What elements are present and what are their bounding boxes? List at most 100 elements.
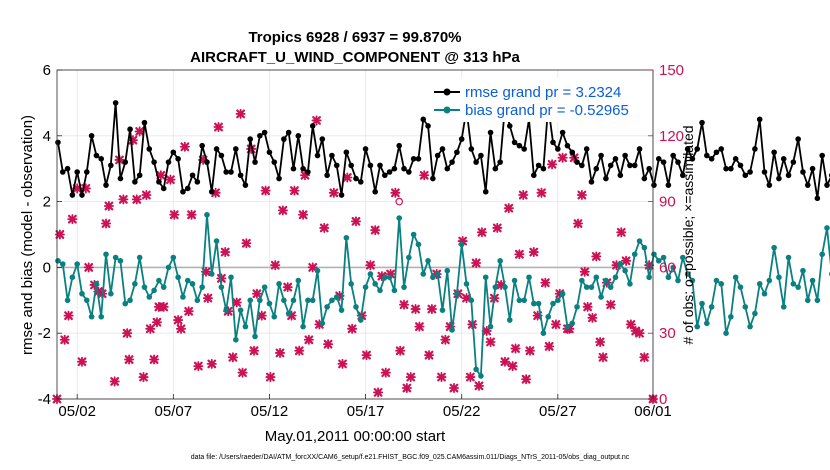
- right-y-tick-label: 30: [659, 325, 676, 342]
- obs-assimilated-marker: [165, 174, 176, 185]
- legend-bias-marker: [443, 106, 451, 114]
- bias-point: [281, 297, 287, 304]
- rmse-point: [247, 136, 254, 142]
- bias-point: [607, 284, 614, 290]
- bias-point: [88, 313, 95, 320]
- obs-assimilated-marker: [319, 222, 330, 233]
- obs-assimilated-marker: [476, 227, 487, 238]
- rmse-point: [559, 129, 566, 136]
- obs-assimilated-marker: [145, 323, 156, 334]
- bias-point: [550, 300, 556, 307]
- bias-point: [257, 297, 263, 304]
- obs-assimilated-marker: [557, 152, 568, 163]
- rmse-point: [430, 175, 436, 182]
- obs-assimilated-marker: [183, 306, 194, 317]
- bias-point: [641, 244, 648, 251]
- rmse-point: [641, 175, 648, 182]
- x-tick-label: 05/17: [347, 403, 385, 420]
- bias-point: [59, 261, 66, 267]
- rmse-point: [382, 172, 388, 179]
- obs-assimilated-marker: [158, 301, 169, 312]
- bias-point: [55, 258, 61, 264]
- rmse-point: [305, 169, 311, 175]
- bias-point: [800, 267, 806, 274]
- bias-point: [132, 281, 138, 287]
- bias-point: [569, 320, 576, 327]
- bias-point: [165, 264, 172, 271]
- rmse-point: [213, 146, 220, 152]
- rmse-point: [98, 156, 105, 162]
- obs-assimilated-marker: [625, 319, 636, 330]
- obs-assimilated-marker: [109, 376, 120, 387]
- bias-point: [333, 294, 340, 300]
- rmse-point: [607, 162, 614, 169]
- bias-point: [117, 258, 124, 264]
- obs-assimilated-marker: [83, 262, 94, 273]
- obs-assimilated-marker: [118, 194, 129, 205]
- bias-point: [463, 281, 470, 287]
- bias-point: [804, 297, 811, 304]
- rmse-point: [309, 123, 316, 129]
- bias-point: [382, 274, 388, 281]
- rmse-point: [204, 159, 210, 165]
- rmse-point: [785, 172, 792, 179]
- x-tick-label: 05/22: [443, 403, 481, 420]
- obs-assimilated-marker: [587, 312, 598, 323]
- obs-assimilated-marker: [528, 247, 539, 258]
- rmse-point: [84, 169, 90, 175]
- obs-assimilated-marker: [235, 108, 246, 119]
- rmse-point: [261, 129, 268, 136]
- obs-assimilated-marker: [395, 345, 406, 356]
- rmse-point: [165, 159, 172, 165]
- rmse-point: [449, 159, 455, 165]
- bias-point: [199, 284, 205, 290]
- obs-assimilated-marker: [122, 328, 133, 339]
- obs-assimilated-marker: [370, 225, 381, 236]
- obs-assimilated-marker: [547, 159, 558, 170]
- bias-point: [290, 297, 297, 304]
- rmse-point: [622, 152, 628, 159]
- bias-point: [747, 323, 753, 330]
- right-y-tick-label: 90: [659, 194, 676, 211]
- bias-point: [391, 287, 398, 294]
- rmse-point: [444, 165, 451, 172]
- rmse-point: [458, 136, 465, 142]
- data-file-footer: data file: /Users/raeder/DAI/ATM_forcXX/…: [191, 454, 630, 461]
- right-y-axis-label: # of obs: o=possible; ×=assimilated: [680, 125, 696, 344]
- rmse-point: [146, 146, 153, 152]
- obs-assimilated-marker: [179, 141, 190, 152]
- obs-assimilated-marker: [202, 293, 213, 304]
- bias-point: [454, 290, 460, 297]
- rmse-point: [151, 159, 157, 165]
- bias-point: [108, 290, 114, 297]
- rmse-point: [362, 146, 369, 152]
- rmse-point: [69, 192, 76, 198]
- bias-point: [156, 277, 162, 284]
- obs-assimilated-marker: [350, 216, 361, 227]
- bias-point: [482, 274, 489, 281]
- bias-point: [478, 373, 484, 379]
- rmse-point: [223, 169, 229, 175]
- rmse-point: [319, 136, 326, 142]
- rmse-point: [506, 123, 513, 129]
- bias-point: [718, 281, 725, 287]
- obs-assimilated-marker: [605, 299, 616, 310]
- bias-point: [636, 238, 643, 244]
- bias-point: [680, 254, 686, 261]
- rmse-point: [367, 162, 374, 169]
- rmse-point: [694, 146, 701, 152]
- bias-point: [329, 297, 335, 304]
- bias-point: [208, 271, 215, 277]
- obs-assimilated-marker: [373, 387, 384, 398]
- rmse-point: [651, 182, 657, 188]
- bias-point: [353, 304, 359, 310]
- obs-assimilated-marker: [518, 189, 529, 201]
- bias-point: [579, 277, 585, 284]
- bias-point: [309, 297, 316, 304]
- bias-point: [266, 300, 273, 307]
- obs-assimilated-marker: [134, 126, 145, 137]
- rmse-point: [386, 169, 393, 175]
- bias-point: [612, 274, 619, 281]
- bias-point: [127, 297, 133, 304]
- bias-point: [122, 300, 129, 307]
